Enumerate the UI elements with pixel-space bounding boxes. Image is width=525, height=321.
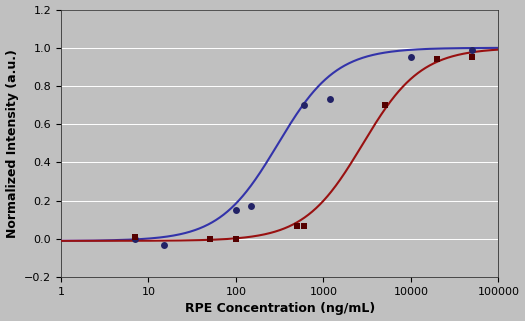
Point: [205, 236, 214, 241]
Y-axis label: Normalized Intensity (a.u.): Normalized Intensity (a.u.): [6, 49, 18, 238]
Point: [232, 236, 240, 241]
Point: [131, 234, 139, 239]
Point: [433, 57, 442, 62]
Point: [468, 47, 476, 52]
Point: [407, 55, 415, 60]
Point: [326, 97, 334, 102]
X-axis label: RPE Concentration (ng/mL): RPE Concentration (ng/mL): [185, 302, 375, 316]
Point: [381, 103, 389, 108]
Point: [232, 208, 240, 213]
Point: [293, 223, 301, 228]
Point: [300, 223, 308, 228]
Point: [160, 242, 168, 247]
Point: [131, 236, 139, 241]
Point: [300, 103, 308, 108]
Point: [468, 55, 476, 60]
Point: [247, 204, 256, 209]
